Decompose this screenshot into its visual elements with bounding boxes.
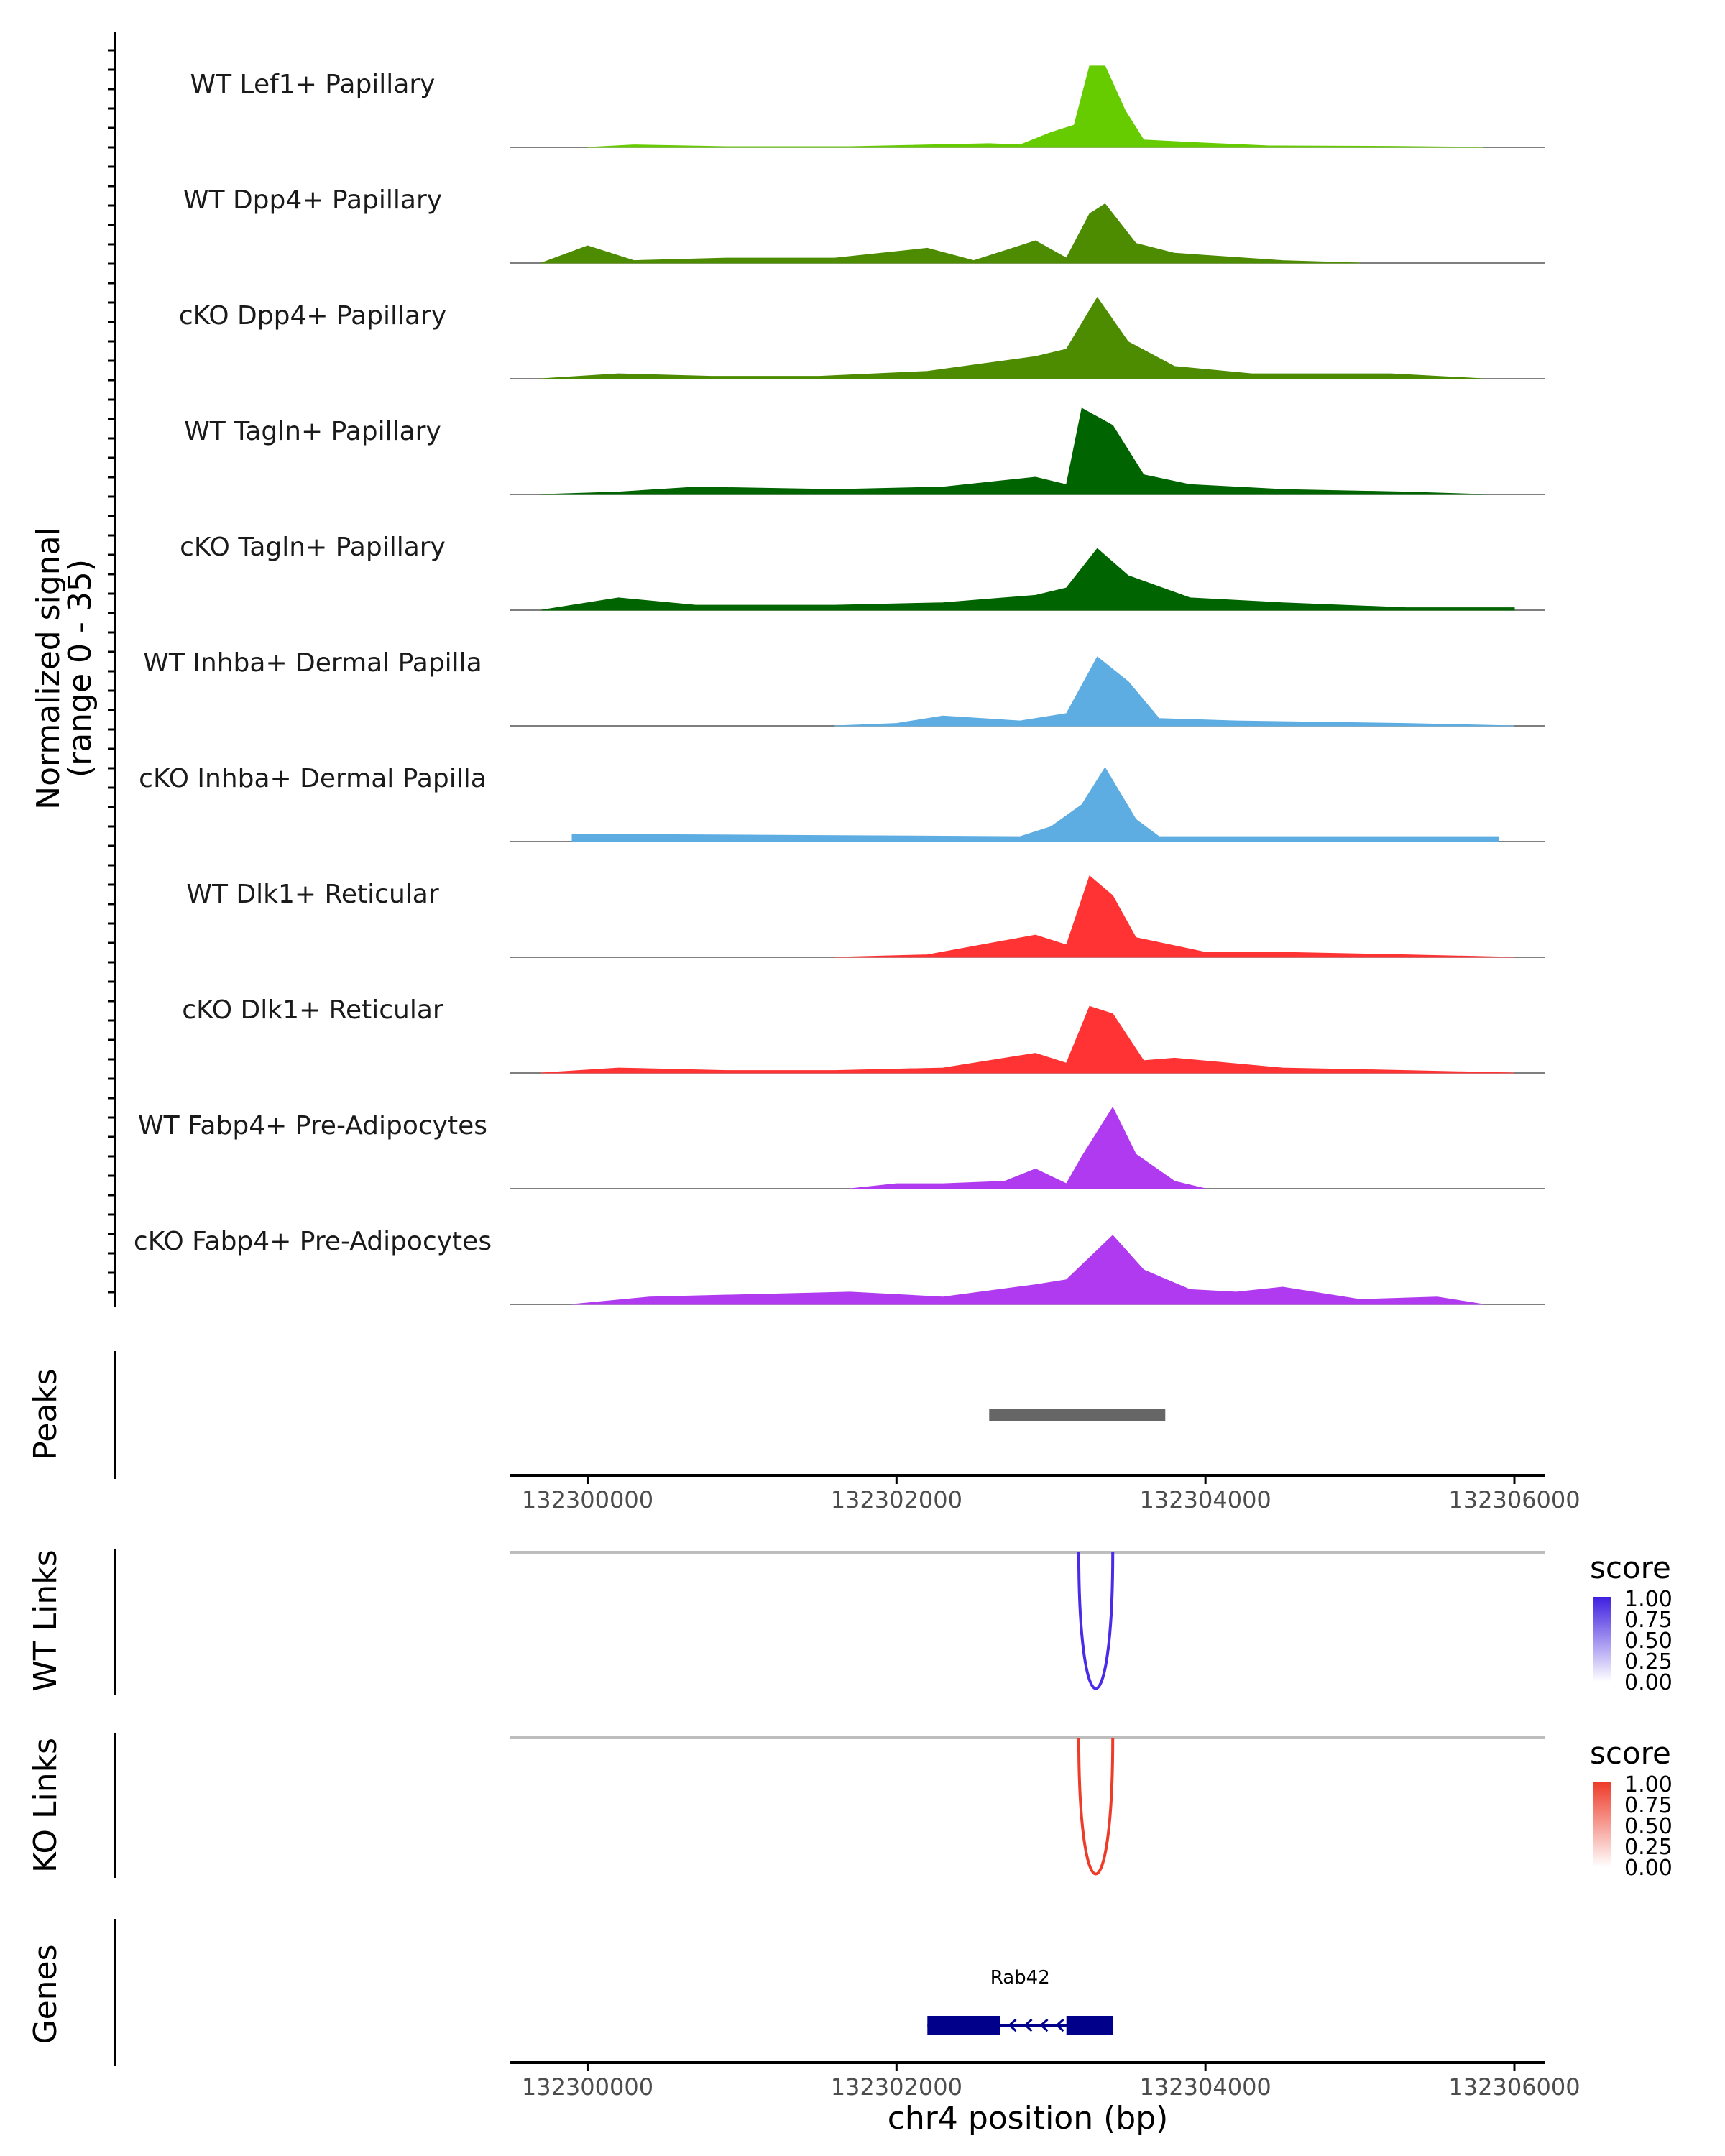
ko-legend-tick: 0.50: [1624, 1814, 1673, 1839]
gene-name-label: Rab42: [990, 1967, 1050, 1989]
x-axis-bottom-ticks: 132300000 132302000 132304000 132306000: [522, 2063, 1581, 2101]
signal-area: [540, 203, 1361, 264]
signal-area: [834, 656, 1515, 727]
wt-legend-tick: 1.00: [1624, 1587, 1673, 1612]
wt-legend-title: score: [1590, 1550, 1671, 1585]
ko-links-legend: score 1.00 0.75 0.50 0.25 0.00: [1590, 1736, 1673, 1881]
track-label: cKO Fabp4+ Pre-Adipocytes: [134, 1227, 492, 1256]
signal-area: [834, 875, 1515, 958]
wt-legend-tick: 0.25: [1624, 1649, 1673, 1674]
x-axis-tick-label: 132304000: [1140, 1486, 1271, 1514]
ko-legend-title: score: [1590, 1736, 1671, 1771]
signal-y-axis-subtitle: (range 0 - 35): [62, 559, 98, 778]
wt-legend-tick: 0.75: [1624, 1608, 1673, 1633]
x-axis-tick-label: 132300000: [522, 1486, 653, 1514]
strand-arrow: [1024, 2018, 1033, 2032]
ko-links-track-label: KO Links: [27, 1738, 64, 1873]
track-label: cKO Dpp4+ Papillary: [179, 301, 446, 331]
signal-tracks: WT Lef1+ Papillary WT Dpp4+ Papillary cKO …: [134, 65, 1545, 1305]
gene-models: Rab42: [927, 1967, 1113, 2035]
strand-arrow: [1039, 2018, 1049, 2032]
genes-track-label: Genes: [27, 1944, 64, 2044]
wt-links-legend: score 1.00 0.75 0.50 0.25 0.00: [1590, 1550, 1673, 1695]
track-label: WT Tagln+ Papillary: [184, 417, 441, 446]
signal-area: [571, 1235, 1484, 1305]
wt-legend-tick: 0.50: [1624, 1628, 1673, 1654]
strand-arrow: [1008, 2018, 1017, 2032]
track-label: WT Fabp4+ Pre-Adipocytes: [138, 1111, 487, 1141]
track-label: cKO Inhba+ Dermal Papilla: [139, 764, 487, 793]
ko-legend-tick: 1.00: [1624, 1772, 1673, 1797]
gene-exon: [927, 2016, 1000, 2035]
x-axis-top-ticks: 132300000 132302000 132304000 132306000: [522, 1475, 1581, 1514]
x-axis-tick-label: 132300000: [522, 2073, 653, 2101]
x-axis-title: chr4 position (bp): [888, 2100, 1169, 2137]
track-label: cKO Tagln+ Papillary: [180, 533, 446, 562]
signal-y-axis-title: Normalized signal: [30, 527, 67, 810]
track-label: WT Dpp4+ Papillary: [183, 185, 442, 215]
wt-legend-colorbar: [1593, 1597, 1611, 1682]
ko-legend-tick: 0.25: [1624, 1835, 1673, 1860]
track-label: WT Inhba+ Dermal Papilla: [143, 648, 482, 678]
ko-legend-tick: 0.00: [1624, 1856, 1673, 1881]
signal-y-axis-ticks: [108, 49, 115, 1294]
ko-legend-tick: 0.75: [1624, 1793, 1673, 1818]
track-label: cKO Dlk1+ Reticular: [182, 995, 443, 1025]
x-axis-tick-label: 132306000: [1448, 2073, 1580, 2101]
track-label: WT Lef1+ Papillary: [190, 70, 436, 99]
signal-area: [571, 767, 1499, 842]
signal-area: [587, 65, 1484, 148]
signal-area: [540, 296, 1484, 379]
wt-legend-tick: 0.00: [1624, 1670, 1673, 1695]
signal-area: [540, 1005, 1515, 1074]
x-axis-tick-label: 132306000: [1448, 1486, 1580, 1514]
signal-area: [540, 548, 1515, 611]
wt-link-arc: [1077, 1552, 1115, 1690]
x-axis-tick-label: 132304000: [1140, 2073, 1271, 2101]
track-label: WT Dlk1+ Reticular: [186, 880, 438, 909]
signal-area: [540, 407, 1484, 495]
ko-link-arc: [1077, 1737, 1115, 1876]
peaks-track-label: Peaks: [27, 1368, 64, 1460]
ko-legend-colorbar: [1593, 1782, 1611, 1867]
x-axis-tick-label: 132302000: [831, 2073, 962, 2101]
x-axis-tick-label: 132302000: [831, 1486, 962, 1514]
signal-area: [850, 1106, 1206, 1189]
gene-exon: [1066, 2016, 1113, 2035]
strand-arrow: [1055, 2018, 1064, 2032]
peak-region-bar: [989, 1409, 1166, 1421]
wt-links-track-label: WT Links: [27, 1549, 64, 1691]
